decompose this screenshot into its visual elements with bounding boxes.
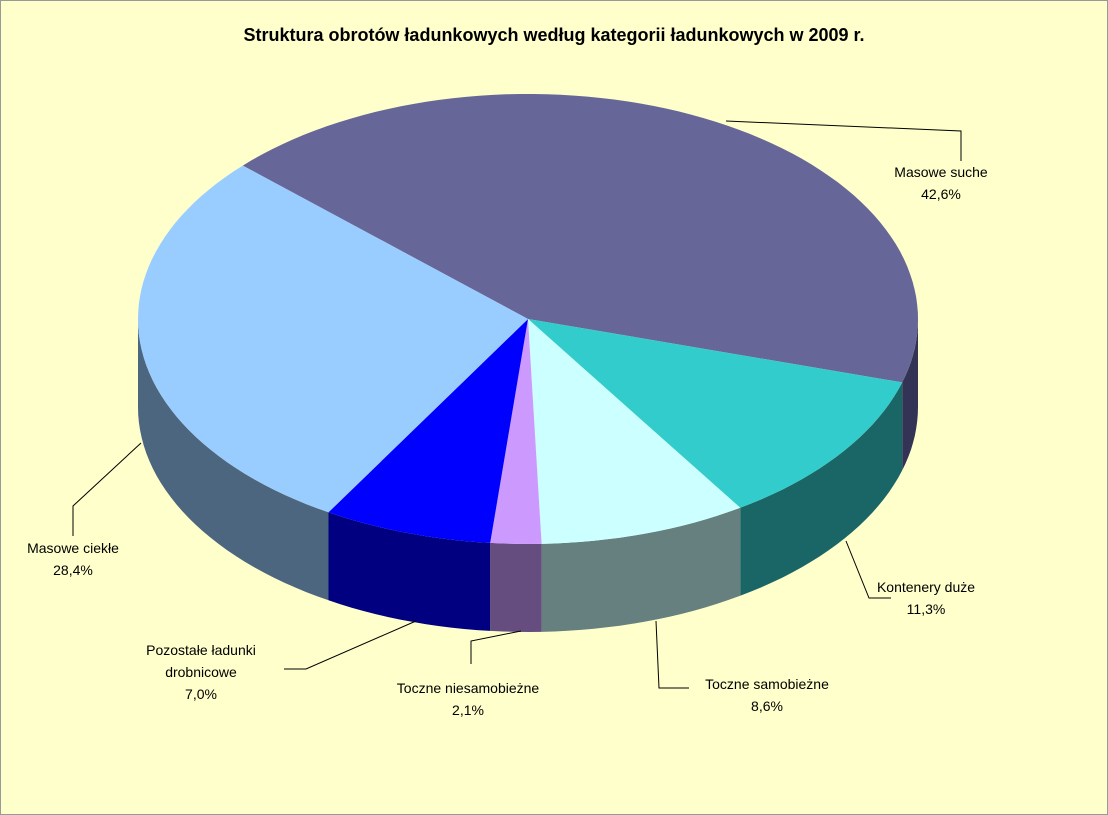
label-name: Toczne samobieżne — [705, 676, 829, 692]
label-name: Masowe ciekłe — [27, 540, 119, 556]
slice — [242, 94, 919, 383]
slice — [528, 319, 903, 508]
label-name: Kontenery duże — [876, 579, 976, 595]
label-name: Masowe suche — [894, 164, 988, 180]
data-label: Toczne samobieżne 8,6% — [682, 673, 852, 717]
slice-side — [138, 319, 329, 601]
label-value: 8,6% — [751, 698, 783, 714]
slice-side — [740, 382, 903, 596]
slice — [138, 165, 528, 513]
leader-line — [655, 620, 689, 689]
slice — [490, 319, 542, 544]
data-label: Toczne niesamobieżne 2,1% — [373, 677, 563, 721]
slice — [328, 319, 528, 543]
label-value: 11,3% — [906, 601, 946, 617]
chart-title: Struktura obrotów ładunkowych według kat… — [243, 25, 865, 45]
label-name: Toczne niesamobieżne — [396, 680, 540, 696]
data-label: Masowe ciekłe 28,4% — [8, 537, 138, 581]
label-value: 7,0% — [185, 686, 217, 702]
slice-side — [541, 507, 741, 632]
slice-side — [902, 319, 918, 471]
leader-line — [284, 620, 417, 670]
label-value: 42,6% — [921, 186, 961, 202]
slice-side — [328, 512, 491, 631]
leader-line — [725, 120, 962, 161]
data-label: Masowe suche 42,6% — [871, 161, 1011, 205]
leader-line — [845, 540, 891, 599]
label-value: 28,4% — [53, 562, 93, 578]
leader-line — [470, 630, 522, 664]
slice-side — [490, 542, 542, 632]
data-label: Kontenery duże 11,3% — [856, 576, 996, 620]
label-value: 2,1% — [452, 702, 484, 718]
slice — [528, 319, 741, 544]
label-name: Pozostałe ładunki drobnicowe — [146, 642, 256, 680]
leader-line — [72, 442, 142, 536]
data-label: Pozostałe ładunki drobnicowe 7,0% — [126, 639, 276, 705]
